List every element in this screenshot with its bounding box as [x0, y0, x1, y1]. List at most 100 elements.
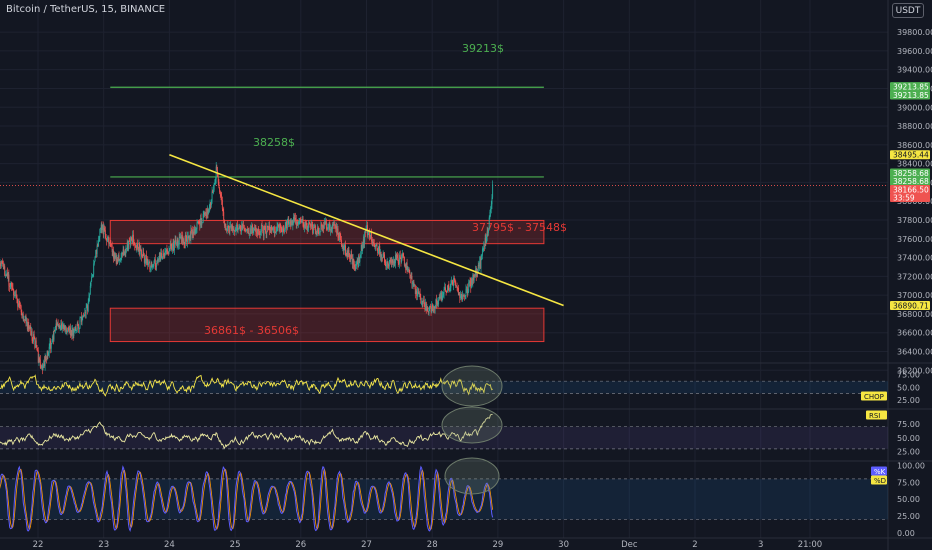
candle-body — [295, 219, 297, 225]
candle-body — [209, 202, 211, 210]
candle-body — [193, 228, 195, 234]
candle-body — [470, 282, 472, 288]
candle-body — [145, 255, 147, 264]
time-tick-label: 30 — [558, 540, 569, 550]
candle-body — [291, 220, 292, 226]
candle-body — [434, 306, 435, 309]
candle-body — [19, 304, 21, 306]
osc-tick-label: 75.00 — [897, 370, 920, 379]
candle-body — [55, 323, 57, 327]
candle-body — [98, 240, 99, 246]
currency-button[interactable]: USDT — [892, 3, 924, 18]
candle-body — [161, 256, 163, 258]
candle-body — [325, 221, 327, 223]
candle-body — [287, 219, 289, 224]
candle-body — [428, 307, 430, 314]
candle-body — [323, 225, 325, 229]
candle-body — [69, 327, 71, 336]
candle-body — [175, 240, 177, 246]
candle-body — [245, 229, 247, 231]
stoch-k-line — [0, 465, 494, 532]
osc-tick-label: 50.00 — [897, 434, 920, 443]
candle-body — [345, 245, 346, 256]
time-tick-label: Dec — [621, 540, 638, 550]
candle-body — [293, 217, 295, 219]
time-tick-label: 29 — [492, 540, 503, 550]
candle-body — [222, 208, 224, 212]
candle-body — [322, 225, 324, 228]
stoch-d-tag-label: %D — [874, 477, 886, 485]
candle-body — [217, 176, 219, 182]
candle-body — [384, 262, 386, 265]
candle-body — [317, 227, 319, 232]
candle-body — [236, 224, 238, 230]
candle-body — [397, 258, 399, 264]
candle-body — [436, 302, 438, 305]
candle-body — [153, 263, 155, 265]
candle-body — [61, 323, 62, 330]
candle-body — [48, 346, 50, 353]
candle-body — [306, 222, 307, 225]
candle-body — [290, 221, 292, 226]
candle-body — [137, 247, 139, 252]
candle-body — [15, 294, 17, 296]
time-tick-label: 28 — [427, 540, 438, 550]
candle-body — [326, 227, 328, 230]
candle-body — [421, 301, 423, 303]
candle-body — [82, 315, 84, 317]
candle-body — [213, 183, 215, 190]
price-tag-label: 36890.71 — [893, 301, 929, 310]
candle-body — [219, 188, 221, 193]
candle-body — [453, 277, 455, 286]
candle-body — [162, 253, 164, 257]
candle-body — [364, 232, 366, 244]
candle-body — [139, 248, 141, 255]
candle-body — [286, 223, 288, 229]
candle-body — [13, 295, 15, 296]
candle-body — [156, 263, 158, 267]
candle-body — [449, 287, 451, 290]
candle-body — [412, 282, 414, 284]
candle-body — [446, 291, 448, 293]
candle-body — [141, 256, 143, 258]
candle-body — [207, 209, 209, 214]
trendline[interactable] — [169, 153, 564, 307]
zone-box[interactable] — [109, 307, 545, 343]
candle-body — [360, 254, 362, 258]
candle-body — [486, 231, 488, 237]
candle-body — [386, 261, 388, 266]
candle-body — [391, 259, 393, 263]
candle-body — [253, 228, 255, 231]
candle-body — [30, 331, 32, 336]
candle-body — [475, 269, 476, 277]
candle-body — [246, 228, 248, 231]
candle-body — [420, 297, 422, 304]
candle-body — [181, 236, 183, 240]
candle-body — [333, 224, 335, 226]
price-tick-label: 36600.00 — [897, 329, 932, 338]
candle-body — [388, 264, 390, 267]
price-tick-label: 36400.00 — [897, 348, 932, 357]
candle-body — [45, 356, 47, 359]
candle-body — [232, 228, 234, 232]
candle-body — [189, 235, 190, 241]
candle-body — [123, 249, 125, 255]
candle-body — [247, 228, 249, 231]
price-tag-label: 39213.85 — [893, 91, 929, 100]
candle-body — [468, 282, 470, 292]
candle-body — [11, 286, 13, 288]
candle-body — [468, 281, 470, 283]
candle-body — [109, 242, 111, 245]
candle-body — [201, 222, 203, 225]
zone-box[interactable] — [109, 219, 545, 245]
candle-body — [403, 256, 405, 266]
candle-body — [9, 286, 11, 287]
candle-body — [130, 237, 132, 245]
candle-body — [423, 299, 424, 303]
candle-body — [423, 299, 425, 307]
candle-body — [474, 275, 476, 277]
candle-body — [282, 228, 284, 233]
candle-body — [346, 250, 348, 257]
